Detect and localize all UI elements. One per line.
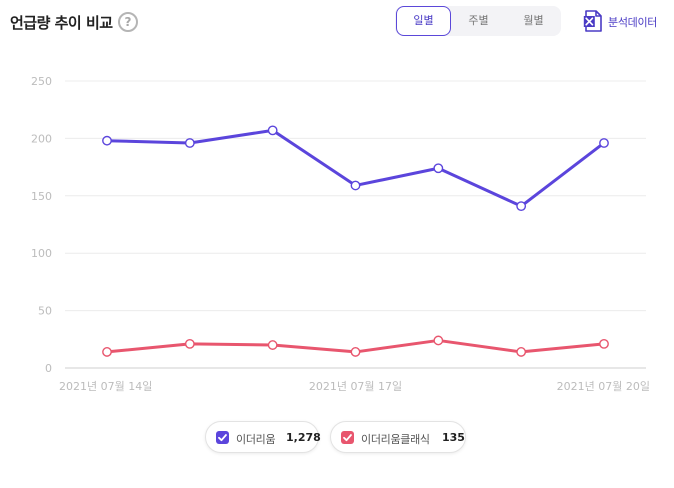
data-point[interactable] (350, 347, 361, 357)
data-point[interactable] (433, 335, 444, 346)
tab-monthly[interactable]: 월별 (523, 14, 544, 27)
chart-legend: 이더리움 1,278 이더리움클래식 135 (0, 421, 674, 455)
data-point[interactable] (516, 201, 527, 212)
data-point[interactable] (267, 340, 278, 350)
data-point[interactable] (599, 138, 609, 148)
data-point[interactable] (433, 163, 444, 174)
y-tick-label: 250 (31, 75, 52, 88)
legend-item-ethereum-classic[interactable]: 이더리움클래식 135 (330, 421, 466, 453)
data-point[interactable] (599, 338, 609, 349)
data-point[interactable] (102, 135, 112, 146)
tab-daily[interactable]: 일별 (396, 6, 451, 36)
excel-icon (583, 10, 602, 32)
legend-series-total: 1,278 (286, 431, 321, 444)
page-title: 언급량 추이 비교 (10, 14, 113, 32)
export-data-label: 분석데이터 (608, 16, 658, 29)
y-tick-label: 200 (31, 132, 52, 145)
data-point[interactable] (184, 338, 195, 349)
checkbox-checked-icon[interactable] (216, 431, 229, 444)
period-toggle: 일별 주별 월별 (395, 6, 561, 36)
y-tick-label: 150 (31, 190, 52, 203)
x-tick-label: 2021년 07월 17일 (309, 379, 402, 393)
data-point[interactable] (184, 138, 195, 148)
data-point[interactable] (102, 347, 112, 357)
series-line (105, 128, 606, 208)
mention-trend-chart: 0 50 100 150 200 250 2021년 07월 14일 2021년 07월 1… (31, 75, 650, 393)
legend-item-ethereum[interactable]: 이더리움 1,278 (205, 421, 321, 453)
y-tick-label: 50 (38, 305, 52, 318)
checkbox-checked-icon[interactable] (341, 431, 354, 444)
x-tick-label: 2021년 07월 20일 (557, 379, 650, 393)
data-point[interactable] (516, 347, 527, 357)
y-tick-label: 0 (45, 362, 52, 375)
tab-weekly[interactable]: 주별 (468, 14, 489, 27)
legend-series-name: 이더리움클래식 (361, 433, 430, 446)
data-point[interactable] (267, 125, 278, 136)
data-point[interactable] (350, 180, 361, 191)
panel-header: 언급량 추이 비교 ? 일별 주별 월별 분석데이터 (0, 0, 674, 44)
legend-series-total: 135 (442, 431, 465, 444)
legend-series-name: 이더리움 (236, 433, 276, 446)
help-icon[interactable]: ? (118, 12, 138, 32)
y-tick-label: 100 (31, 247, 52, 260)
x-tick-label: 2021년 07월 14일 (59, 379, 152, 393)
